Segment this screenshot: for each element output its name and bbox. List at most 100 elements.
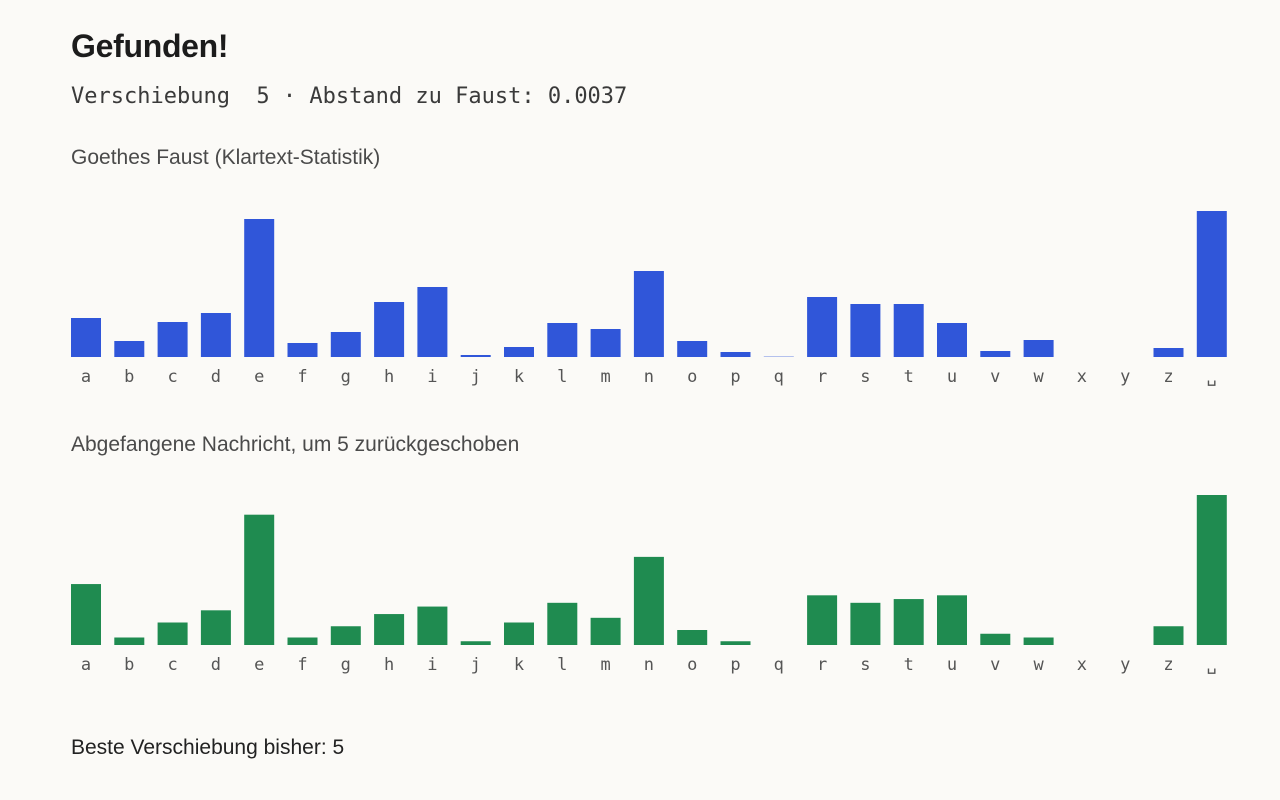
faust-tick-o: o [687, 367, 697, 387]
message-tick-e: e [254, 655, 264, 675]
message-tick-v: v [990, 655, 1000, 675]
faust-bar-k [504, 347, 534, 357]
message-frequency-chart: a b c d e f g h i j k l m n o p q r s t u v w x y z ␣ [71, 495, 1227, 675]
status-readout: Verschiebung 5 · Abstand zu Faust: 0.003… [71, 84, 628, 109]
faust-frequency-chart: a b c d e f g h i j k l m n o p q r s t u v w x y z ␣ [71, 211, 1227, 387]
faust-tick-m: m [600, 367, 610, 387]
message-bar-j [460, 641, 491, 645]
message-bar-f [287, 637, 318, 645]
message-tick-f: f [297, 655, 307, 675]
faust-tick-x: x [1077, 367, 1087, 387]
faust-bar-w [1023, 340, 1054, 357]
message-bar-d [200, 610, 231, 645]
message-tick-u: u [947, 655, 957, 675]
faust-bar-space [1196, 211, 1227, 357]
faust-tick-a: a [81, 367, 91, 387]
message-bar-e [244, 514, 275, 645]
message-bar-z [1153, 626, 1184, 645]
faust-tick-d: d [211, 367, 221, 387]
faust-bar-p [720, 352, 751, 357]
message-tick-h: h [384, 655, 394, 675]
message-tick-w: w [1033, 655, 1044, 675]
message-bar-k [504, 622, 534, 645]
faust-bar-r [807, 297, 838, 357]
faust-bar-t [893, 304, 924, 357]
faust-bar-o [677, 341, 708, 357]
faust-tick-f: f [297, 367, 307, 387]
best-shift-label: Beste Verschiebung bisher: 5 [71, 736, 345, 759]
message-tick-z: z [1163, 655, 1173, 675]
faust-tick-u: u [947, 367, 957, 387]
faust-tick-w: w [1033, 367, 1044, 387]
faust-bar-b [114, 341, 145, 357]
message-bar-s [850, 602, 881, 645]
message-bar-l [547, 602, 578, 645]
message-tick-x: x [1077, 655, 1087, 675]
faust-bar-i [417, 287, 448, 357]
message-bar-space [1196, 495, 1227, 645]
faust-bar-j [460, 355, 491, 357]
message-tick-n: n [644, 655, 654, 675]
faust-bar-g [330, 332, 361, 357]
message-bar-h [374, 614, 405, 645]
faust-tick-h: h [384, 367, 394, 387]
message-tick-l: l [557, 655, 567, 675]
message-tick-q: q [774, 655, 784, 675]
faust-tick-i: i [427, 367, 437, 387]
message-bar-n [633, 556, 664, 645]
faust-tick-y: y [1120, 367, 1130, 387]
page-title: Gefunden! [71, 28, 229, 64]
faust-tick-c: c [167, 367, 177, 387]
faust-tick-t: t [904, 367, 914, 387]
faust-bar-c [157, 322, 188, 357]
faust-tick-b: b [124, 367, 134, 387]
faust-tick-n: n [644, 367, 654, 387]
message-tick-a: a [81, 655, 91, 675]
message-bar-t [893, 599, 924, 645]
faust-tick-z: z [1163, 367, 1173, 387]
faust-bar-n [633, 271, 664, 357]
faust-bar-d [200, 313, 231, 357]
message-bar-m [590, 617, 621, 645]
faust-bar-f [287, 343, 318, 357]
message-tick-y: y [1120, 655, 1130, 675]
message-tick-s: s [860, 655, 870, 675]
message-tick-space: ␣ [1207, 655, 1217, 675]
message-bar-o [677, 630, 708, 645]
faust-tick-r: r [817, 367, 827, 387]
faust-bar-e [244, 219, 275, 357]
faust-bar-a [71, 318, 101, 357]
faust-bar-m [590, 329, 621, 357]
faust-tick-l: l [557, 367, 567, 387]
faust-tick-s: s [860, 367, 870, 387]
message-bar-v [980, 633, 1011, 645]
message-bar-a [71, 584, 101, 645]
message-bar-r [807, 595, 838, 645]
chart-title-message: Abgefangene Nachricht, um 5 zurückgescho… [71, 433, 520, 456]
faust-bar-s [850, 304, 881, 357]
message-tick-i: i [427, 655, 437, 675]
message-bar-i [417, 606, 448, 645]
message-tick-k: k [514, 655, 524, 675]
message-tick-p: p [730, 655, 740, 675]
faust-bar-v [980, 351, 1011, 357]
faust-tick-j: j [471, 367, 481, 387]
message-tick-b: b [124, 655, 134, 675]
faust-bar-h [374, 302, 405, 357]
message-tick-m: m [600, 655, 610, 675]
message-bar-u [937, 595, 967, 645]
message-tick-d: d [211, 655, 221, 675]
faust-tick-k: k [514, 367, 524, 387]
message-tick-c: c [167, 655, 177, 675]
message-tick-o: o [687, 655, 697, 675]
message-bar-c [157, 622, 188, 645]
faust-bar-l [547, 323, 578, 357]
faust-bar-u [937, 323, 967, 357]
message-bar-g [330, 626, 361, 645]
message-tick-g: g [341, 655, 351, 675]
message-tick-t: t [904, 655, 914, 675]
chart-title-faust: Goethes Faust (Klartext-Statistik) [71, 146, 381, 169]
message-bar-w [1023, 637, 1054, 645]
faust-tick-space: ␣ [1207, 367, 1217, 387]
faust-tick-q: q [774, 367, 784, 387]
